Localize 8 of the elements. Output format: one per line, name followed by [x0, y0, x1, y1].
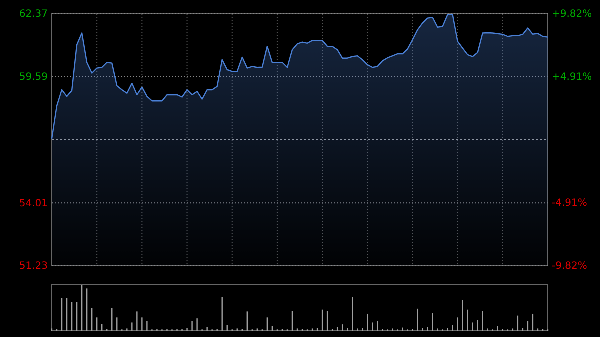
y2-tick-label: +4.91%: [552, 72, 592, 84]
y-tick-label: 51.23: [19, 261, 48, 272]
y-tick-label: 54.01: [19, 198, 48, 210]
y2-tick-label: -4.91%: [552, 198, 588, 210]
y2-tick-label: -9.82%: [552, 261, 588, 272]
y-tick-label: 62.37: [19, 9, 48, 20]
y2-tick-label: +9.82%: [552, 9, 592, 20]
y-tick-label: 59.59: [19, 72, 48, 84]
